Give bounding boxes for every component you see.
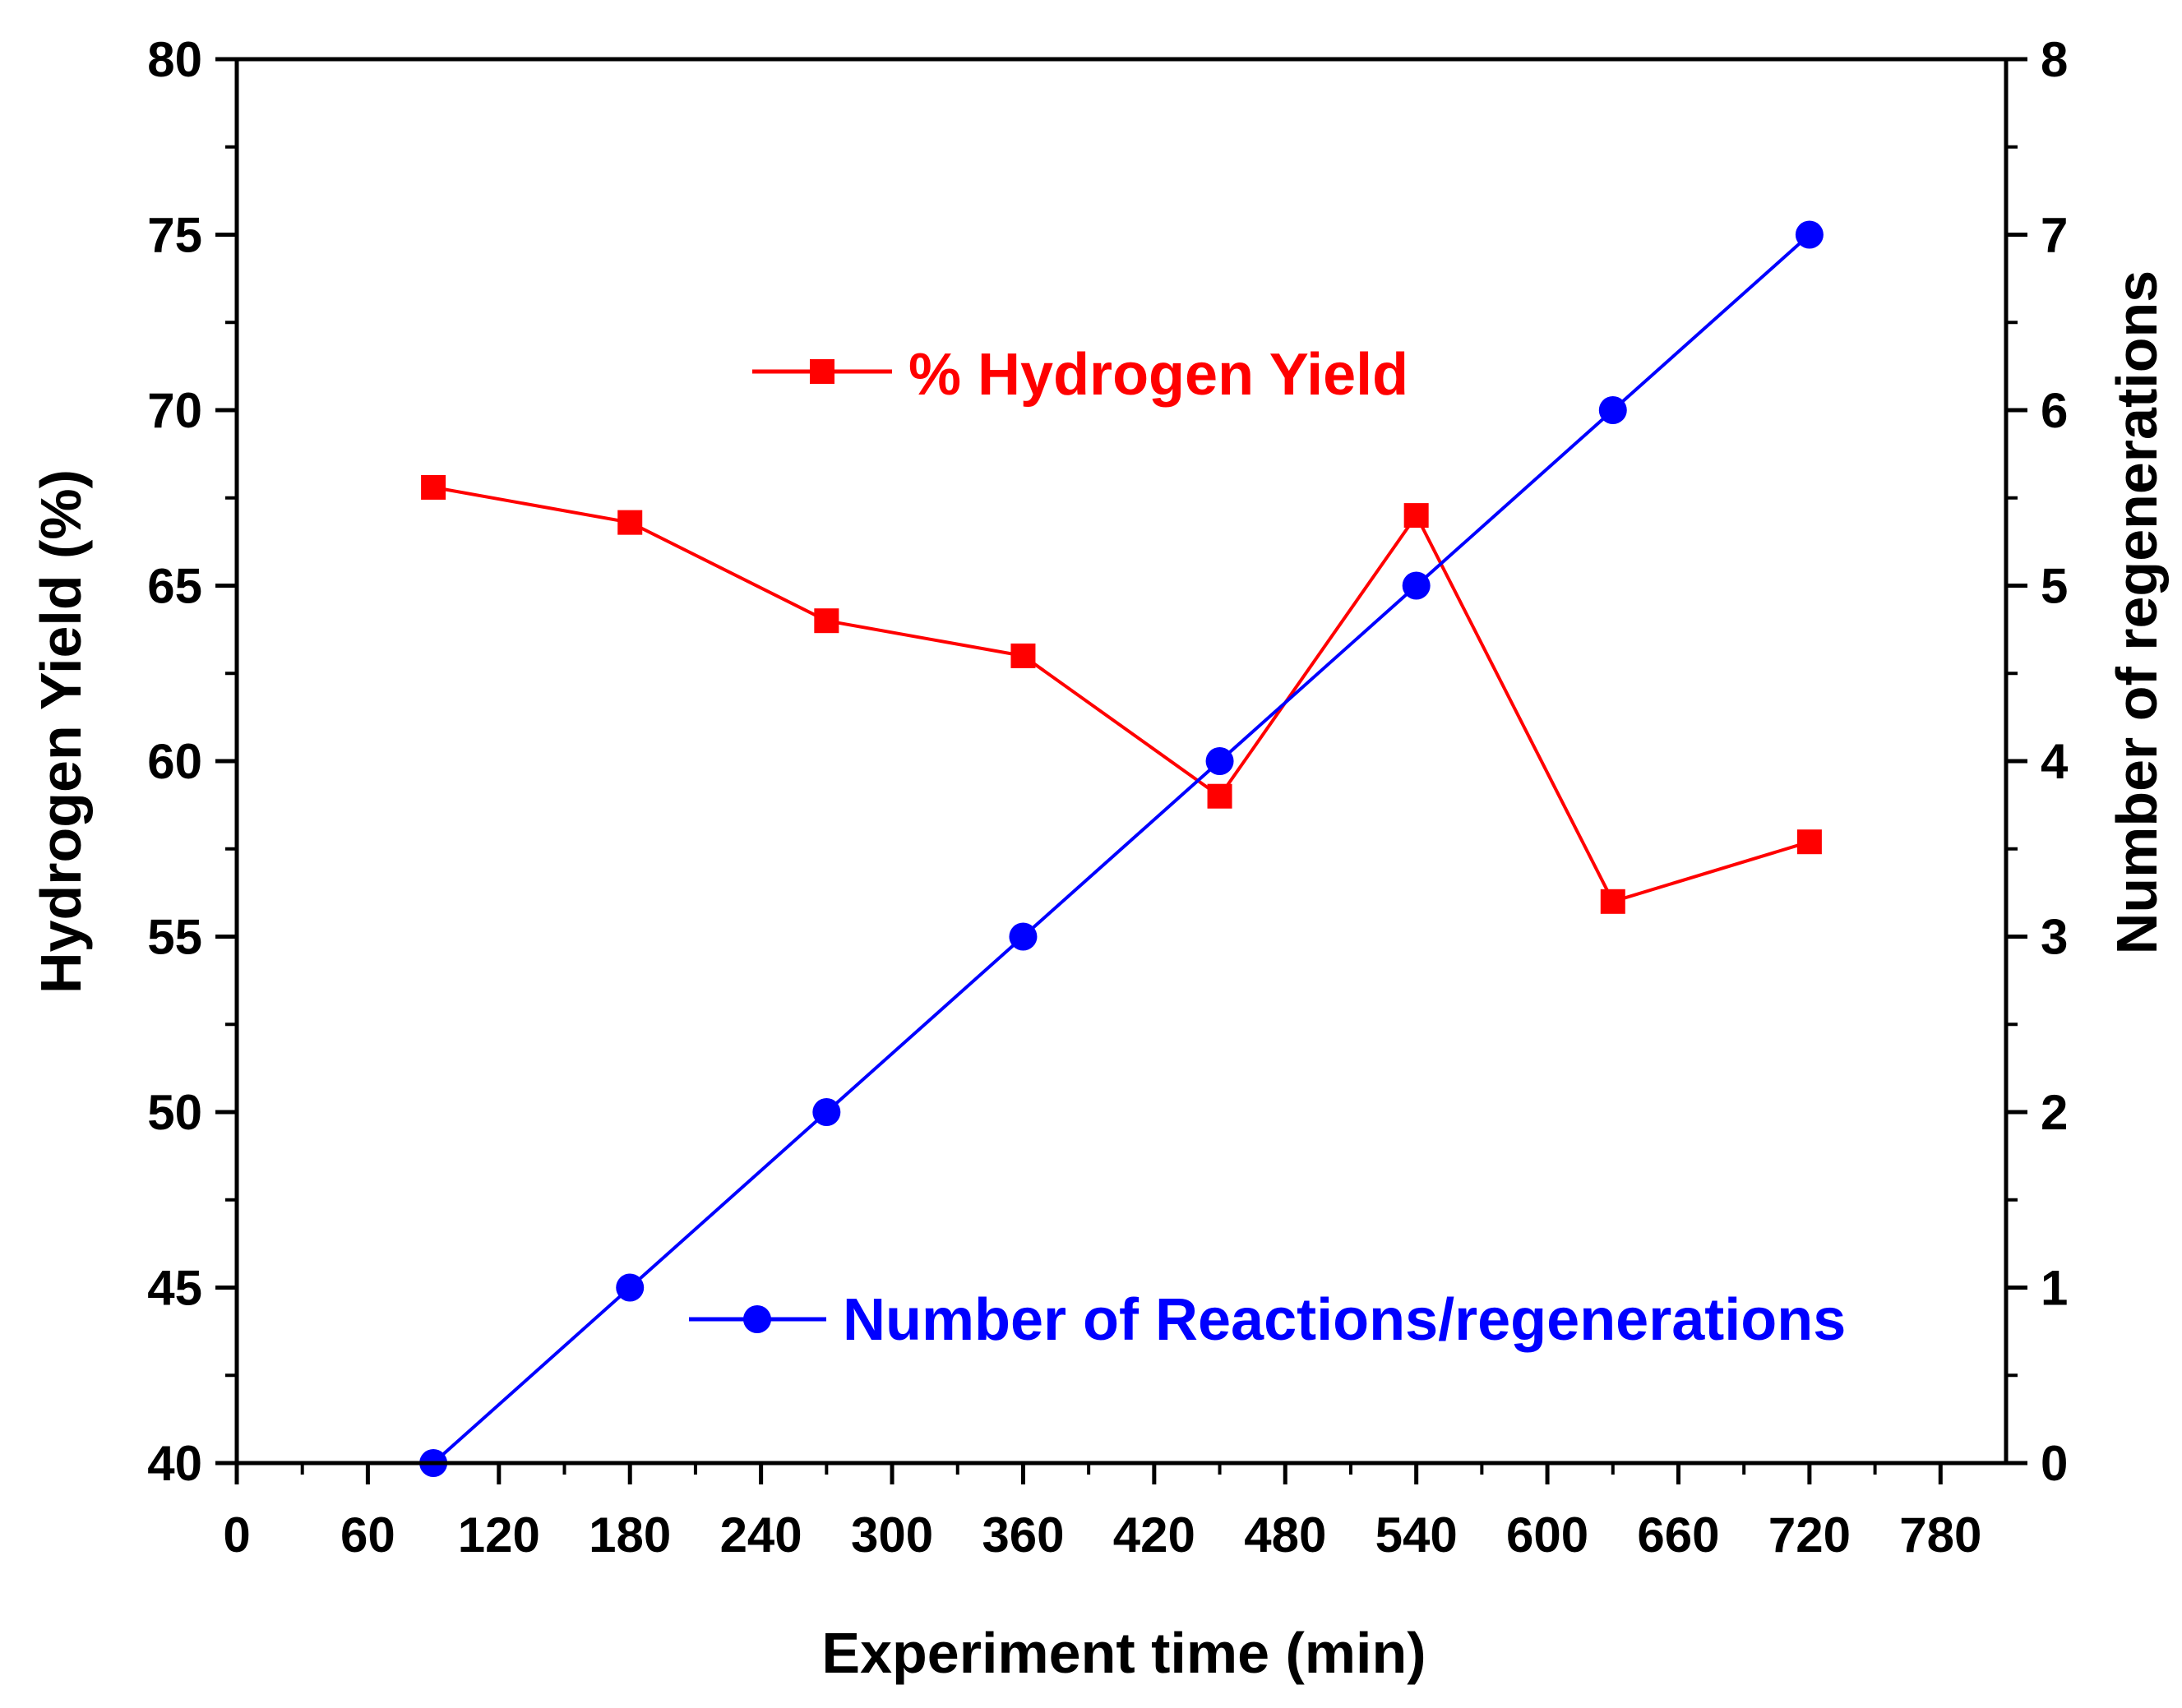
legend-regenerations-label: Number of Reactions/regenerations [843,1287,1846,1353]
x-tick-label: 60 [340,1507,395,1563]
x-tick-label: 780 [1899,1507,1981,1563]
x-tick-label: 660 [1637,1507,1719,1563]
series-0-point [421,474,446,500]
y-left-tick-label: 50 [147,1085,202,1140]
x-tick-label: 540 [1375,1507,1458,1563]
series-0-point [814,608,839,634]
series-0-point [1010,643,1036,668]
legend-regenerations: Number of Reactions/regenerations [689,1287,1846,1353]
y-right-tick-label: 8 [2041,32,2068,87]
legend-hydrogen-yield: % Hydrogen Yield [752,342,1408,408]
series-0-line [432,485,1810,904]
series-1-point [1795,220,1824,249]
series-0-point [1403,503,1429,529]
x-tick-label: 360 [982,1507,1064,1563]
series-0-point [617,510,643,535]
legend-hydrogen-label: % Hydrogen Yield [908,342,1408,408]
y-left-tick-label: 70 [147,383,202,438]
series-1-point [1598,396,1627,424]
labels-layer: 0 60 120 180 240 300 360 420 480 540 600 660 720 7804… [147,32,2069,1563]
series-1-point [1402,571,1431,600]
y-left-tick-label: 75 [147,208,202,263]
legend-regenerations-marker [743,1305,771,1333]
x-tick-label: 120 [458,1507,540,1563]
series-layer [419,220,1824,1477]
series-0-point [1600,889,1625,914]
y-axis-title-right: Number of regenerations [2105,270,2169,954]
x-tick-label: 180 [589,1507,671,1563]
y-right-tick-label: 5 [2041,559,2068,614]
y-right-tick-label: 3 [2041,910,2068,965]
y-left-tick-label: 40 [147,1436,202,1491]
series-1-point [1205,747,1234,775]
x-axis-title: Experiment time (min) [821,1621,1426,1685]
y-right-tick-label: 6 [2041,383,2068,438]
series-1-point [1009,922,1038,951]
y-right-tick-label: 7 [2041,208,2068,263]
y-left-tick-label: 55 [147,910,202,965]
x-tick-label: 600 [1506,1507,1588,1563]
y-left-tick-label: 80 [147,32,202,87]
plot-frame [234,57,2009,1466]
y-right-tick-label: 0 [2041,1436,2068,1491]
y-right-tick-label: 2 [2041,1085,2068,1140]
x-tick-label: 240 [720,1507,802,1563]
y-right-tick-label: 1 [2041,1261,2068,1316]
y-left-tick-label: 45 [147,1261,202,1316]
series-0-point [1796,829,1822,855]
y-left-tick-label: 60 [147,734,202,789]
y-axis-title-left: Hydrogen Yield (%) [29,469,93,994]
series-1-point [812,1098,841,1126]
y-right-tick-label: 4 [2041,734,2069,789]
x-tick-label: 0 [223,1507,250,1563]
x-tick-label: 720 [1768,1507,1851,1563]
x-tick-label: 480 [1244,1507,1326,1563]
legend-hydrogen-marker [810,359,834,384]
series-0-point [1207,783,1232,809]
series-1-point [616,1273,645,1302]
series-1-line [432,233,1811,1465]
x-tick-label: 420 [1113,1507,1195,1563]
x-tick-label: 300 [851,1507,933,1563]
y-left-tick-label: 65 [147,559,202,614]
